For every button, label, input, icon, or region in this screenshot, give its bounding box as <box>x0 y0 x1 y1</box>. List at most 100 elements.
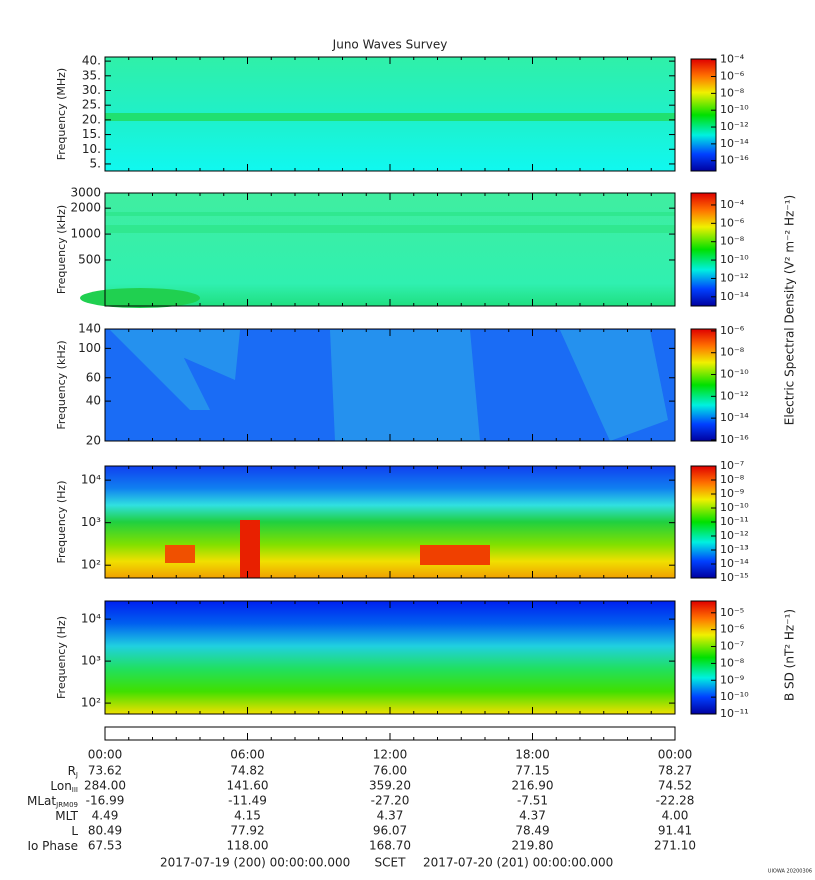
z-tick-label: 10⁻¹² <box>720 389 749 402</box>
footer-start: 2017-07-19 (200) 00:00:00.000 <box>160 856 350 870</box>
ephemeris-value: 359.20 <box>369 779 411 793</box>
z-tick-label: 10⁻¹⁰ <box>720 501 749 514</box>
ephemeris-value: 4.15 <box>234 809 261 823</box>
z-tick-label: 10⁻¹² <box>720 120 749 133</box>
ephemeris-value: 78.27 <box>658 764 692 778</box>
z-tick-label: 10⁻¹⁶ <box>720 433 749 446</box>
ephemeris-value: 74.52 <box>658 779 692 793</box>
z-tick-label: 10⁻⁶ <box>720 623 745 636</box>
y-tick-label: 40. <box>82 54 101 68</box>
stamp: UIOWA 20200306 <box>768 869 812 875</box>
ephemeris-label-sub: III <box>72 786 78 794</box>
y-tick-label: 5. <box>90 156 101 170</box>
z-tick-label: 10⁻⁶ <box>720 324 745 337</box>
z-tick-label: 10⁻¹⁰ <box>720 103 749 116</box>
x-tick-label: 00:00 <box>658 748 693 762</box>
z-tick-label: 10⁻⁹ <box>720 673 744 686</box>
z-tick-label: 10⁻¹³ <box>720 543 749 556</box>
z-tick-label: 10⁻¹⁴ <box>720 411 749 424</box>
y-tick-label: 100 <box>78 341 101 355</box>
ephemeris-value: 4.49 <box>92 809 119 823</box>
ephemeris-value: 74.82 <box>230 764 264 778</box>
ephemeris-value: 77.15 <box>515 764 549 778</box>
ephemeris-label: MLatJRM09 <box>27 794 78 810</box>
z-tick-label: 10⁻⁸ <box>720 346 745 359</box>
ephemeris-value: 216.90 <box>512 779 554 793</box>
ephemeris-value: 141.60 <box>227 779 269 793</box>
ephemeris-value: 73.62 <box>88 764 122 778</box>
ephemeris-value: 78.49 <box>515 824 549 838</box>
z-tick-label: 10⁻⁷ <box>720 459 744 472</box>
ephemeris-label-main: MLat <box>27 794 56 808</box>
z-tick-label: 10⁻⁶ <box>720 216 745 229</box>
ephemeris-value: 80.49 <box>88 824 122 838</box>
y-tick-label: 15. <box>82 127 101 141</box>
z-tick-label: 10⁻¹¹ <box>720 707 749 720</box>
ephemeris-label: L <box>71 824 78 838</box>
y-tick-label: 10³ <box>81 515 101 529</box>
y-tick-label: 20. <box>82 112 101 126</box>
ephemeris-label-main: MLT <box>55 809 78 823</box>
ephemeris-label-sub: JRM09 <box>55 801 78 809</box>
footer-end: 2017-07-20 (201) 00:00:00.000 <box>423 856 613 870</box>
z-tick-label: 10⁻¹² <box>720 529 749 542</box>
z-tick-label: 10⁻⁸ <box>720 473 745 486</box>
z-tick-label: 10⁻⁸ <box>720 656 745 669</box>
z-tick-label: 10⁻⁸ <box>720 86 745 99</box>
y-tick-label: 60 <box>86 370 101 384</box>
y-tick-label: 10² <box>81 696 101 710</box>
ephemeris-label-main: L <box>71 824 78 838</box>
ephemeris-label-sub: J <box>75 771 78 779</box>
ephemeris-value: 4.00 <box>662 809 689 823</box>
ephemeris-value: 219.80 <box>512 839 554 853</box>
y-tick-label: 10. <box>82 142 101 156</box>
ephemeris-label: Io Phase <box>27 839 78 853</box>
z-tick-label: 10⁻¹⁵ <box>720 571 749 584</box>
ephemeris-value: -22.28 <box>656 794 695 808</box>
z-tick-label: 10⁻⁴ <box>720 198 745 211</box>
ephemeris-value: 271.10 <box>654 839 696 853</box>
y-axis-label: Frequency (Hz) <box>55 481 68 564</box>
spectrogram-fills <box>80 57 675 714</box>
ephemeris-value: 91.41 <box>658 824 692 838</box>
x-tick-label: 12:00 <box>373 748 408 762</box>
ephemeris-value: 118.00 <box>227 839 269 853</box>
y-tick-label: 140 <box>78 322 101 336</box>
y-tick-label: 10⁴ <box>81 473 101 487</box>
ephemeris-label-main: Lon <box>50 779 71 793</box>
z-tick-label: 10⁻⁷ <box>720 640 744 653</box>
ephemeris-value: -27.20 <box>371 794 410 808</box>
ephemeris-value: 96.07 <box>373 824 407 838</box>
footer-mid: SCET <box>375 856 407 870</box>
ephemeris-label-main: Io Phase <box>27 839 78 853</box>
colorbars <box>690 58 717 715</box>
z-tick-label: 10⁻⁵ <box>720 606 744 619</box>
y-tick-label: 10³ <box>81 654 101 668</box>
ephemeris-value: 67.53 <box>88 839 122 853</box>
ephemeris-value: 284.00 <box>84 779 126 793</box>
z-tick-label: 10⁻¹⁴ <box>720 290 749 303</box>
ephemeris-value: -11.49 <box>228 794 267 808</box>
z-tick-label: 10⁻⁸ <box>720 235 745 248</box>
y-tick-label: 35. <box>82 68 101 82</box>
y-tick-label: 10² <box>81 558 101 572</box>
z-tick-label: 10⁻¹⁴ <box>720 557 749 570</box>
z-tick-label: 10⁻⁶ <box>720 70 745 83</box>
ephemeris-label-main: R <box>68 764 76 778</box>
x-tick-label: 06:00 <box>230 748 265 762</box>
ephemeris-label: LonIII <box>50 779 78 795</box>
ephemeris-label: MLT <box>55 809 78 823</box>
colorbar-label: B SD (nT² Hz⁻¹) <box>783 609 797 701</box>
x-tick-label: 18:00 <box>515 748 550 762</box>
z-tick-label: 10⁻¹⁰ <box>720 253 749 266</box>
ephemeris-value: 77.92 <box>230 824 264 838</box>
z-tick-label: 10⁻¹¹ <box>720 515 749 528</box>
title: Juno Waves Survey <box>332 38 448 52</box>
y-tick-label: 1000 <box>70 227 101 241</box>
z-tick-label: 10⁻¹⁴ <box>720 137 749 150</box>
y-tick-label: 2000 <box>70 201 101 215</box>
z-tick-label: 10⁻¹² <box>720 271 749 284</box>
y-tick-label: 30. <box>82 83 101 97</box>
ephemeris-value: 4.37 <box>377 809 404 823</box>
